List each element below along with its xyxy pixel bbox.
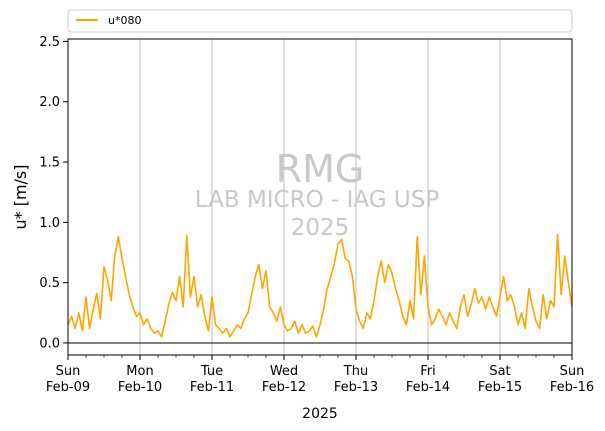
x-tick-label-weekday: Thu (343, 364, 368, 379)
x-tick-label-date: Feb-16 (550, 380, 594, 395)
x-tick-label-date: Feb-11 (190, 380, 234, 395)
watermark: RMG LAB MICRO - IAG USP 2025 (195, 147, 440, 241)
watermark-line1: RMG (276, 147, 365, 191)
x-tick-label-weekday: Sun (56, 364, 81, 379)
y-tick-label: 0.5 (39, 276, 60, 291)
legend: u*080 (67, 9, 573, 33)
x-tick-label-date: Feb-12 (262, 380, 306, 395)
x-tick-label-date: Feb-15 (478, 380, 522, 395)
watermark-line2: LAB MICRO - IAG USP (195, 187, 440, 213)
x-tick-label-weekday: Fri (420, 364, 436, 379)
x-axis-title: 2025 (302, 406, 338, 422)
x-tick-label-weekday: Mon (126, 364, 153, 379)
plot-area: RMG LAB MICRO - IAG USP 2025 (67, 38, 573, 356)
legend-frame (67, 9, 573, 33)
x-tick-label-date: Feb-14 (406, 380, 450, 395)
x-tick-label-weekday: Tue (200, 364, 223, 379)
watermark-line3: 2025 (291, 215, 350, 241)
x-tick-label-weekday: Sat (489, 364, 510, 379)
series-line-u080 (67, 233, 573, 338)
x-tick-label-date: Feb-09 (46, 380, 90, 395)
x-tick-label-weekday: Sun (560, 364, 585, 379)
legend-label: u*080 (108, 14, 141, 27)
x-tick-label-date: Feb-13 (334, 380, 378, 395)
y-tick-label: 2.0 (39, 95, 60, 110)
x-tick-label-date: Feb-10 (118, 380, 162, 395)
y-tick-label: 1.0 (39, 216, 60, 231)
y-axis: 0.0 0.5 1.0 1.5 2.0 2.5 (39, 35, 68, 351)
y-axis-title: u* [m/s] (11, 164, 30, 229)
grid (139, 39, 501, 355)
y-tick-label: 1.5 (39, 156, 60, 171)
x-tick-label-weekday: Wed (270, 364, 298, 379)
y-tick-label: 0.0 (39, 336, 60, 351)
y-tick-label: 2.5 (39, 35, 60, 50)
x-axis: SunFeb-09MonFeb-10TueFeb-11WedFeb-12ThuF… (46, 355, 594, 395)
